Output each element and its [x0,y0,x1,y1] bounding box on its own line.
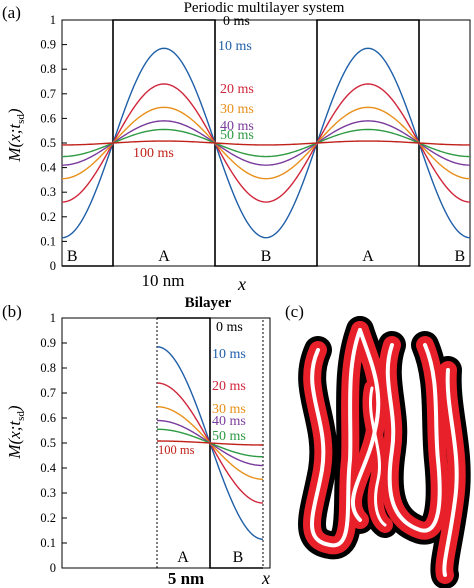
y-tick-label-b: 0.8 [40,361,56,375]
region-label-a: B [261,248,272,265]
y-tick-label-a: 0.6 [40,111,56,125]
y-tick-label-b: 0.1 [40,536,56,550]
y-tick-label-b: 0.4 [40,461,56,475]
region-label-a: A [158,248,170,265]
scale-bar-label-a: 10 nm [142,271,185,290]
y-tick-label-a: 0.2 [40,210,56,224]
series-100ms-a [61,140,471,146]
series-label-a: 20 ms [220,82,254,97]
y-tick-label-a: 0.1 [40,234,56,248]
y-tick-label-b: 0.3 [40,486,56,500]
schematic-core [310,328,459,577]
series-label-a: 0 ms [223,14,250,29]
series-10ms-a [61,47,471,239]
region-label-a: A [362,248,374,265]
y-axis-label-b: M(x;tsd) [5,405,27,460]
y-ticks-a: 0 0.1 0.2 0.3 0.4 0.5 0.6 0.7 0.8 0.9 1 [40,13,67,273]
y-tick-label-a: 0.3 [40,185,56,199]
y-tick-label-a: 0.8 [40,62,56,76]
series-label-a: 30 ms [220,102,254,117]
chart-title-b: Bilayer [185,295,232,311]
region-label-b: A [177,549,189,566]
series-label-b: 100 ms [158,443,195,457]
y-tick-label-b: 0.7 [40,386,56,400]
series-label-a: 40 ms [220,119,254,134]
y-tick-label-a: 0.4 [40,161,56,175]
series-label-b: 30 ms [212,402,246,417]
series-label-a: 100 ms [133,146,174,161]
series-label-b: 20 ms [212,379,246,394]
series-label-b: 50 ms [212,429,246,444]
y-tick-label-b: 1 [50,311,56,325]
x-axis-label-b: x [261,568,270,588]
y-axis-label-a: M(x;tsd) [5,108,27,163]
series-40ms-a [61,120,471,166]
chart-panel-b: Bilayer 0 0.1 0.2 0.3 0.4 0.5 0.6 0.7 0.8 0.9 1 0 … [40,295,271,588]
series-100ms-b [157,440,263,446]
y-tick-label-b: 0.2 [40,511,56,525]
y-tick-label-b: 0.9 [40,336,56,350]
y-tick-label-a: 0.5 [40,136,56,150]
x-axis-label-a: x [237,274,246,294]
y-tick-label-b: 0 [50,561,56,575]
region-label-a: B [67,248,78,265]
region-label-a: B [454,248,465,265]
y-tick-label-a: 0.9 [40,38,56,52]
y-tick-label-a: 0 [50,259,56,273]
y-tick-label-a: 1 [50,13,56,27]
panel-label-a: (a) [2,3,21,22]
curves-a [61,19,471,267]
multilayer-schematic [298,316,471,588]
series-label-a: 10 ms [218,39,252,54]
series-20ms-a [61,83,471,203]
panel-label-b: (b) [2,302,22,321]
y-ticks-b: 0 0.1 0.2 0.3 0.4 0.5 0.6 0.7 0.8 0.9 1 [40,311,67,575]
chart-title-a: Periodic multilayer system [184,0,345,16]
scale-bar-label-b: 5 nm [168,569,204,588]
series-label-b: 10 ms [212,347,246,362]
region-label-b: B [233,549,244,566]
bilayer-frame [156,317,264,568]
series-50ms-a [61,128,471,158]
y-tick-label-a: 0.7 [40,87,56,101]
curves-b [156,317,264,569]
chart-panel-a: Periodic multilayer system 0 0.1 0.2 0.3 0.4… [40,0,471,294]
series-label-b: 40 ms [212,414,246,429]
series-label-b: 0 ms [216,320,243,335]
y-tick-label-b: 0.5 [40,436,56,450]
panel-label-c: (c) [285,302,304,321]
y-tick-label-b: 0.6 [40,411,56,425]
series-label-a: 50 ms [220,128,254,143]
series-30ms-a [61,106,471,180]
